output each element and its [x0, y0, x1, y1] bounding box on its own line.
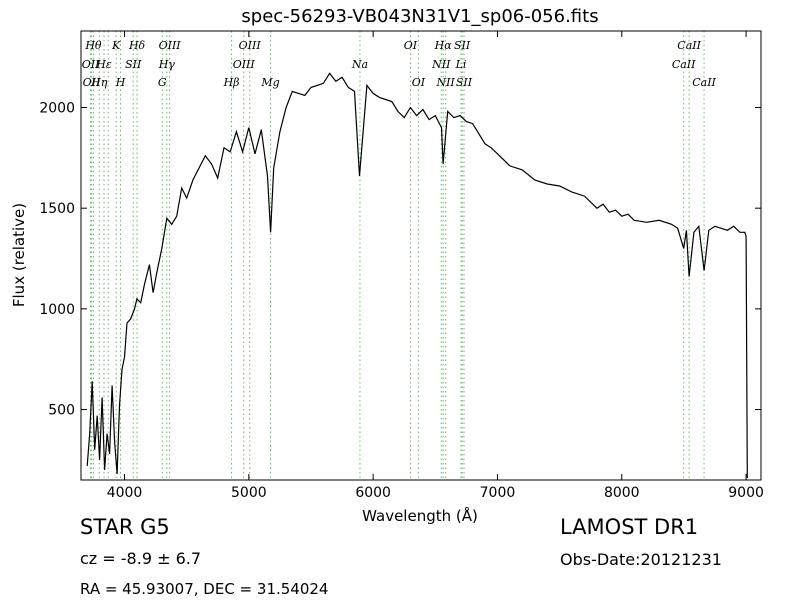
survey-name: LAMOST DR1 [560, 515, 699, 539]
y-tick-label: 1000 [39, 302, 75, 318]
y-axis-ticks: 500 1000 1500 2000 [39, 101, 761, 419]
x-tick-label: 4000 [107, 485, 143, 501]
spectral-line-label: SII [125, 58, 142, 71]
x-tick-label: 8000 [604, 485, 640, 501]
object-class: STAR G5 [80, 515, 170, 539]
spectral-line-label: NII [435, 76, 455, 89]
spectral-line-label: H [115, 76, 126, 89]
spectral-line-labels: OII OII Hθ Hη Hε K H SII Hδ G Hγ OIII Hβ OIII OIII Mg Na… [82, 39, 717, 89]
spectral-line-label: Mg [260, 76, 279, 89]
observation-date: Obs-Date:20121231 [560, 550, 722, 569]
spectral-line-label: OII [83, 76, 101, 89]
x-axis-ticks: 4000 5000 6000 7000 8000 9000 [107, 31, 764, 501]
y-axis-label: Flux (relative) [10, 203, 28, 307]
x-axis-label: Wavelength (Å) [362, 506, 478, 525]
x-tick-label: 9000 [728, 485, 764, 501]
spectral-line-label: OII [82, 58, 100, 71]
spectral-line-label: OIII [239, 39, 262, 52]
spectral-line-label: Hε [95, 58, 112, 71]
spectral-line-label: Hη [90, 76, 108, 89]
spectral-line-label: Na [351, 58, 368, 71]
spectral-line-label: OIII [233, 58, 256, 71]
spectral-line-markers [90, 31, 705, 480]
spectral-line-label: CaII [672, 58, 696, 71]
spectrum-line [86, 72, 748, 479]
spectral-line-label: K [111, 39, 121, 52]
x-tick-label: 7000 [480, 485, 516, 501]
redshift-value: cz = -8.9 ± 6.7 [80, 549, 202, 568]
x-tick-label: 5000 [231, 485, 267, 501]
sky-coordinates: RA = 45.93007, DEC = 31.54024 [80, 580, 329, 598]
spectral-line-label: Hγ [158, 58, 176, 71]
y-tick-label: 1500 [39, 201, 75, 217]
spectral-line-label: CaII [677, 39, 701, 52]
y-tick-label: 2000 [39, 101, 75, 117]
spectral-line-label: Li [455, 58, 467, 71]
chart-title: spec-56293-VB043N31V1_sp06-056.fits [241, 6, 598, 27]
spectral-line-label: Hθ [84, 39, 102, 52]
plot-frame [80, 30, 762, 481]
spectral-line-label: OI [412, 76, 426, 89]
spectral-line-label: SII [454, 39, 471, 52]
spectral-line-label: CaII [692, 76, 716, 89]
spectral-line-label: Hα [434, 39, 453, 52]
spectral-line-label: Hδ [128, 39, 146, 52]
spectral-line-label: OI [404, 39, 418, 52]
x-tick-label: 6000 [355, 485, 391, 501]
spectral-line-label: NII [431, 58, 451, 71]
spectral-line-label: SII [456, 76, 473, 89]
spectral-line-label: OIII [159, 39, 182, 52]
spectral-line-label: Hβ [223, 76, 240, 89]
y-tick-label: 500 [48, 403, 75, 419]
spectral-line-label: G [158, 76, 167, 89]
